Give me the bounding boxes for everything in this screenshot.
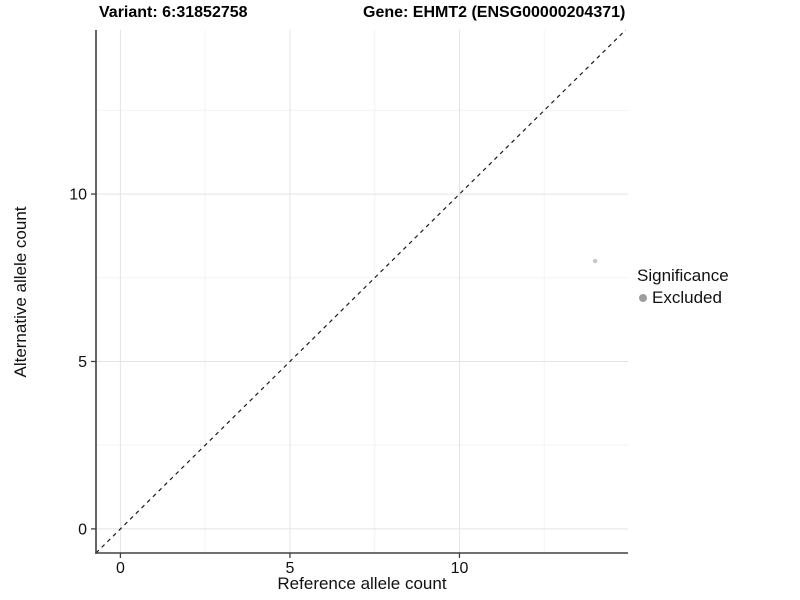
x-tick-label: 10 xyxy=(451,560,469,577)
y-tick-label: 0 xyxy=(78,521,87,538)
y-tick-label: 10 xyxy=(69,187,87,204)
x-axis-title: Reference allele count xyxy=(277,574,447,593)
data-point xyxy=(592,258,598,264)
x-tick-label: 0 xyxy=(116,560,125,577)
x-tick-label: 5 xyxy=(285,560,294,577)
y-axis-title: Alternative allele count xyxy=(11,206,30,378)
legend-point-icon xyxy=(639,294,647,302)
legend: Significance Excluded xyxy=(637,266,729,308)
legend-title: Significance xyxy=(637,266,729,285)
identity-reference-line xyxy=(95,29,627,554)
legend-item-excluded: Excluded xyxy=(637,288,729,308)
variant-title: Variant: 6:31852758 xyxy=(99,4,248,21)
y-tick-label: 5 xyxy=(78,354,87,371)
legend-item-label: Excluded xyxy=(652,288,722,307)
gene-title: Gene: EHMT2 (ENSG00000204371) xyxy=(363,4,626,21)
